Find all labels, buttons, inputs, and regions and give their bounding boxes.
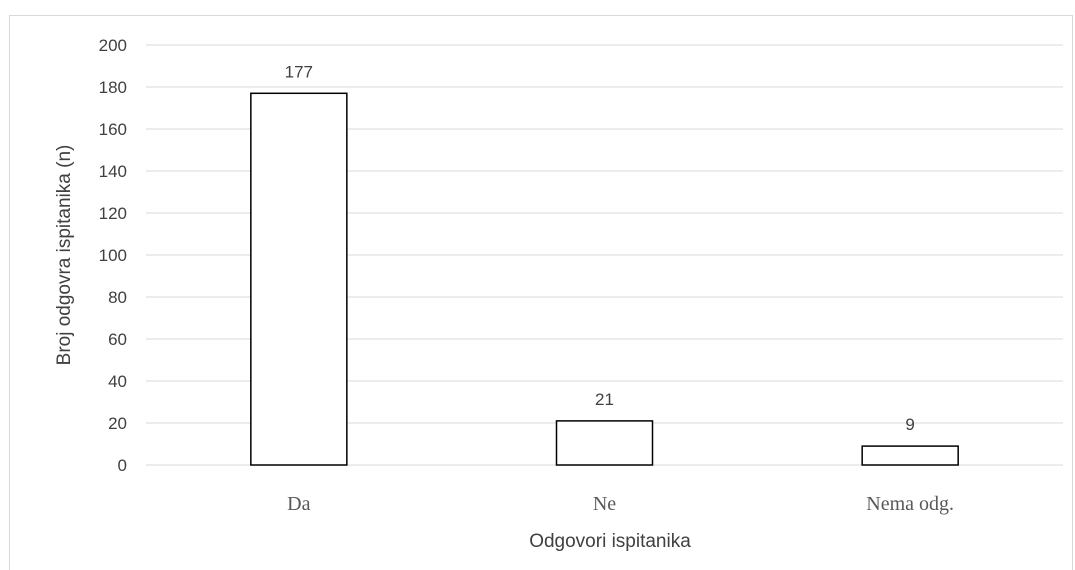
y-tick-label: 200 <box>99 36 127 55</box>
x-tick-label: Ne <box>593 493 616 515</box>
data-label: 21 <box>595 390 614 409</box>
bar <box>861 445 959 466</box>
data-label: 9 <box>905 415 914 434</box>
x-axis-title: Odgovori ispitanika <box>529 531 691 552</box>
y-tick-labels: 0 20 40 60 80 100 120 140 160 180 200 <box>99 36 127 475</box>
y-tick-label: 20 <box>108 414 127 433</box>
y-tick-label: 40 <box>108 372 127 391</box>
data-labels: 177 21 9 <box>285 62 915 434</box>
y-tick-label: 0 <box>118 456 127 475</box>
y-tick-label: 80 <box>108 288 127 307</box>
y-tick-label: 120 <box>99 204 127 223</box>
y-tick-label: 60 <box>108 330 127 349</box>
data-label: 177 <box>285 62 313 81</box>
y-tick-label: 180 <box>99 78 127 97</box>
x-tick-label: Da <box>287 493 310 515</box>
y-axis-title: Broj odgovra ispitanika (n) <box>54 145 75 366</box>
bars <box>250 92 959 466</box>
y-tick-label: 160 <box>99 120 127 139</box>
y-tick-label: 140 <box>99 162 127 181</box>
bar <box>555 420 654 466</box>
x-tick-labels: Da Ne Nema odg. <box>287 493 954 515</box>
x-tick-label: Nema odg. <box>866 493 954 515</box>
y-tick-label: 100 <box>99 246 127 265</box>
bar <box>250 92 348 466</box>
